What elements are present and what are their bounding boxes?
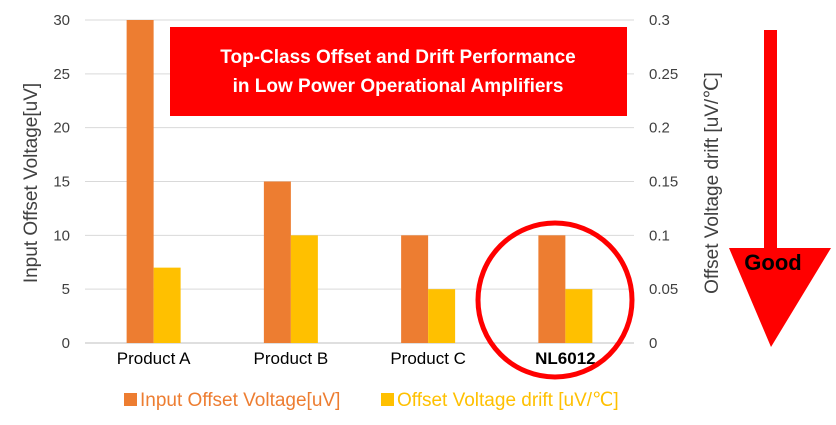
legend-label-input-offset: Input Offset Voltage[uV] bbox=[140, 390, 340, 411]
x-category-label: Product A bbox=[117, 349, 191, 368]
down-arrow-icon bbox=[729, 30, 831, 347]
y-axis-right-title: Offset Voltage drift [uV/℃] bbox=[702, 72, 723, 294]
axis-ticks: 0 5 10 15 20 25 30 0 0.05 0.1 0.15 0.2 0.25 0.3 bbox=[53, 12, 678, 352]
y-right-tick-label: 0.3 bbox=[649, 12, 670, 29]
title-line-2: in Low Power Operational Amplifiers bbox=[233, 76, 564, 97]
bar-input-offset bbox=[126, 20, 154, 343]
bar-offset-drift bbox=[290, 235, 318, 343]
bar-offset-drift bbox=[153, 267, 181, 343]
y-left-tick-label: 10 bbox=[53, 227, 70, 244]
category-labels: Product A Product B Product C NL6012 bbox=[117, 349, 596, 368]
good-indicator: Good bbox=[729, 30, 831, 347]
bar-input-offset bbox=[401, 235, 429, 343]
y-left-tick-label: 25 bbox=[53, 66, 70, 83]
bars bbox=[126, 20, 593, 343]
title-line-1: Top-Class Offset and Drift Performance bbox=[220, 47, 575, 68]
y-right-tick-label: 0 bbox=[649, 335, 657, 352]
y-left-tick-label: 5 bbox=[62, 281, 70, 298]
y-left-tick-label: 30 bbox=[53, 12, 70, 29]
bar-offset-drift bbox=[565, 289, 593, 343]
y-right-tick-label: 0.05 bbox=[649, 281, 678, 298]
x-category-label: NL6012 bbox=[535, 349, 595, 368]
y-right-tick-label: 0.15 bbox=[649, 174, 678, 191]
legend-swatch-input-offset bbox=[124, 393, 137, 406]
bar-input-offset bbox=[263, 181, 291, 343]
legend: Input Offset Voltage[uV] Offset Voltage … bbox=[124, 390, 619, 411]
y-left-tick-label: 20 bbox=[53, 120, 70, 137]
y-right-tick-label: 0.1 bbox=[649, 227, 670, 244]
y-left-tick-label: 15 bbox=[53, 174, 70, 191]
highlight-circle bbox=[475, 220, 635, 380]
x-category-label: Product B bbox=[254, 349, 329, 368]
y-right-tick-label: 0.25 bbox=[649, 66, 678, 83]
good-label: Good bbox=[744, 250, 801, 275]
y-right-tick-label: 0.2 bbox=[649, 120, 670, 137]
legend-label-offset-drift: Offset Voltage drift [uV/℃] bbox=[397, 390, 619, 411]
x-category-label: Product C bbox=[390, 349, 466, 368]
bar-input-offset bbox=[538, 235, 566, 343]
title-banner-box bbox=[170, 27, 627, 116]
title-banner: Top-Class Offset and Drift Performance i… bbox=[170, 27, 627, 116]
y-left-tick-label: 0 bbox=[62, 335, 70, 352]
legend-swatch-offset-drift bbox=[381, 393, 394, 406]
bar-offset-drift bbox=[428, 289, 456, 343]
y-axis-left-title: Input Offset Voltage[uV] bbox=[21, 83, 42, 283]
